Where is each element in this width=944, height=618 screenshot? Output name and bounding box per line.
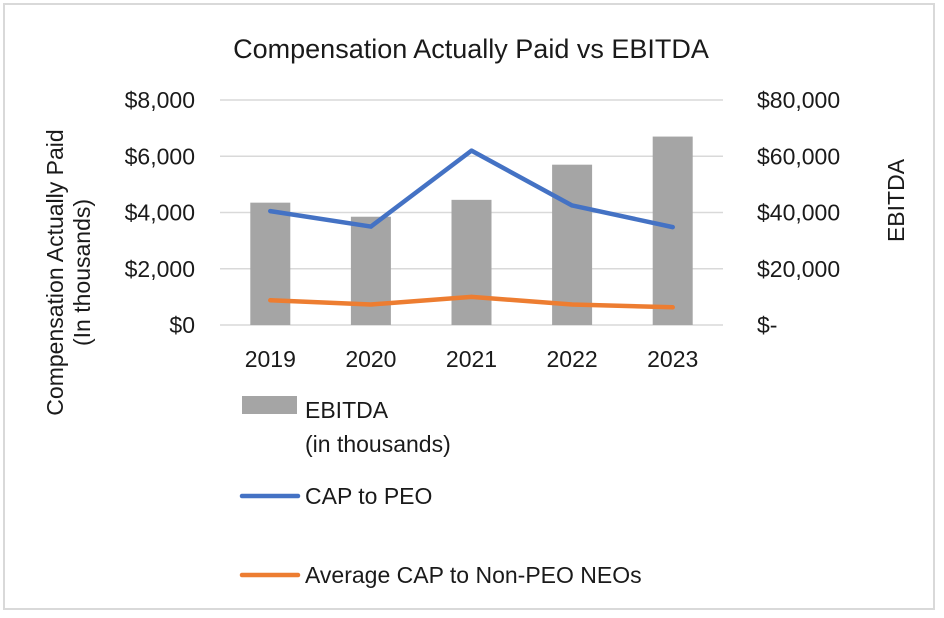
ebitda-bar [451, 199, 492, 325]
right-tick-label: $60,000 [757, 143, 840, 169]
axis-ticks: $0 $2,000 $4,000 $6,000 $8,000 $- $20,000 $40,0… [125, 87, 841, 372]
legend: EBITDA (in thousands) CAP to PEO Average CA… [239, 396, 642, 588]
series-point [570, 203, 575, 208]
ebitda-bar [652, 136, 693, 325]
left-tick-label: $6,000 [125, 143, 195, 169]
chart-title: Compensation Actually Paid vs EBITDA [233, 34, 709, 64]
series-point [670, 305, 675, 310]
series-point [570, 302, 575, 307]
left-axis-title: Compensation Actually Paid(In thousands) [42, 129, 95, 415]
left-axis-title-line: (In thousands) [69, 199, 95, 346]
legend-label: EBITDA (in thousands) [305, 397, 451, 457]
series-point [469, 294, 474, 299]
legend-label-line: (in thousands) [305, 431, 451, 457]
axis-labels: Compensation Actually Paid(In thousands)… [42, 129, 909, 415]
series-point [368, 224, 373, 229]
category-label: 2021 [446, 346, 497, 372]
series-point [670, 225, 675, 230]
series-point [368, 302, 373, 307]
right-tick-label: $40,000 [757, 200, 840, 226]
right-tick-label: $20,000 [757, 256, 840, 282]
chart-frame: Compensation Actually Paid vs EBITDA $0 $… [3, 3, 935, 610]
series-point [268, 209, 273, 214]
category-label: 2022 [547, 346, 598, 372]
left-tick-label: $0 [169, 312, 195, 338]
right-tick-label: $- [757, 312, 777, 338]
legend-label: CAP to PEO [305, 483, 432, 509]
legend-label-line: CAP to PEO [305, 483, 432, 509]
right-tick-label: $80,000 [757, 87, 840, 113]
left-axis-title-line: Compensation Actually Paid [42, 129, 68, 415]
category-label: 2020 [345, 346, 396, 372]
left-tick-label: $8,000 [125, 87, 195, 113]
left-tick-label: $4,000 [125, 200, 195, 226]
left-tick-label: $2,000 [125, 256, 195, 282]
legend-label: Average CAP to Non-PEO NEOs [305, 562, 642, 588]
chart-svg: Compensation Actually Paid vs EBITDA $0$… [42, 34, 909, 588]
legend-swatch-bar [242, 396, 297, 414]
ebitda-bar [552, 164, 593, 325]
series-point [268, 298, 273, 303]
legend-label-line: Average CAP to Non-PEO NEOs [305, 562, 642, 588]
legend-label-line: EBITDA [305, 397, 389, 423]
ebitda-bar [250, 202, 291, 325]
category-label: 2019 [245, 346, 296, 372]
category-label: 2023 [647, 346, 698, 372]
ebitda-bar [350, 216, 391, 325]
right-axis-title: EBITDA [883, 158, 909, 242]
series-point [469, 148, 474, 153]
series-lines [268, 148, 675, 310]
ebitda-bars [250, 136, 693, 325]
